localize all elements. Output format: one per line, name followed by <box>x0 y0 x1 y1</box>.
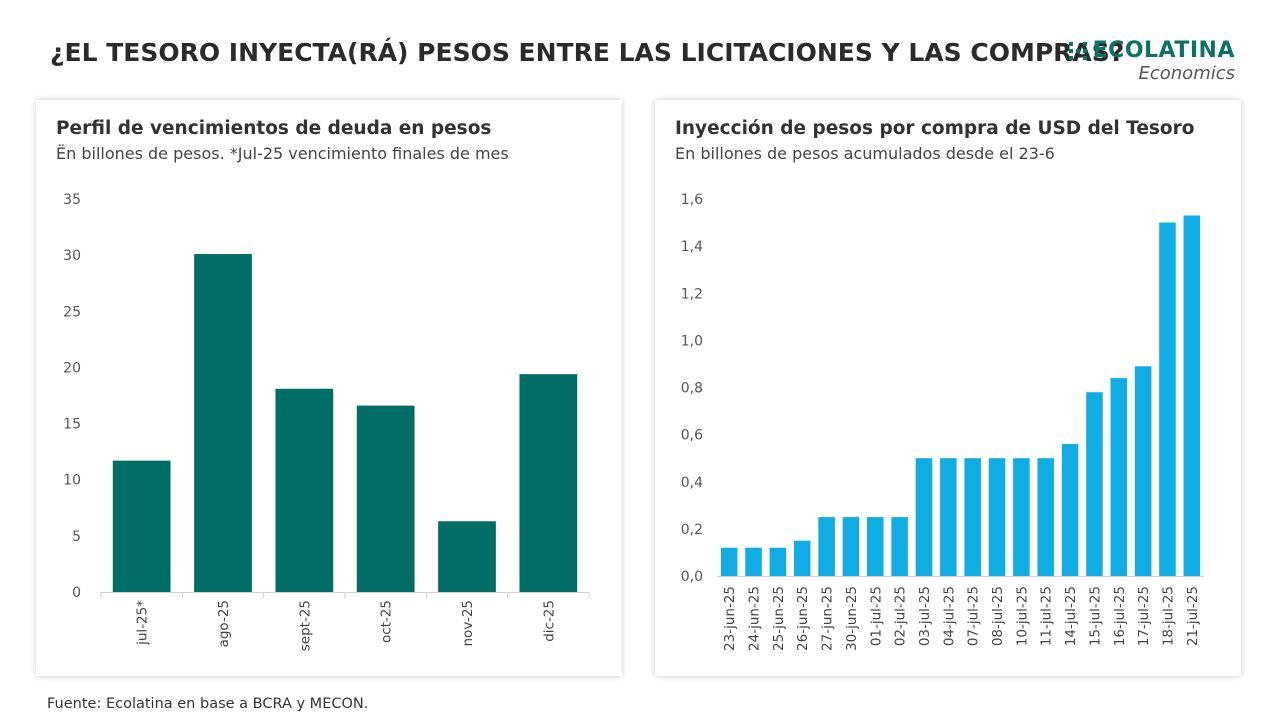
y-tick-label: 1,4 <box>681 239 703 255</box>
bar-nov-25 <box>438 521 496 592</box>
x-tick-label: 07-jul-25 <box>966 586 982 646</box>
x-tick-label: 18-jul-25 <box>1160 586 1176 646</box>
bar-dic-25 <box>519 374 578 592</box>
x-tick-label: 30-jun-25 <box>844 586 860 651</box>
chart-title: Perfil de vencimientos de deuda en pesos <box>56 118 492 139</box>
y-tick-label: 30 <box>63 248 81 264</box>
x-tick-label: 27-jun-25 <box>820 586 836 651</box>
x-tick-label: 25-jun-25 <box>771 586 787 651</box>
bar-26-jun-25 <box>793 540 811 576</box>
y-tick-label: 10 <box>63 473 81 489</box>
y-tick-label: 0,6 <box>681 428 703 444</box>
x-tick-label: 03-jul-25 <box>917 586 933 646</box>
source-note: Fuente: Ecolatina en base a BCRA y MECON… <box>47 696 369 712</box>
bar-02-jul-25 <box>891 517 908 576</box>
chart-title: Inyección de pesos por compra de USD del… <box>675 118 1195 139</box>
x-tick-label: jul-25* <box>135 600 151 646</box>
x-tick-label: 17-jul-25 <box>1136 586 1152 646</box>
x-tick-label: 15-jul-25 <box>1087 586 1103 646</box>
logo-grid-icon <box>1068 41 1087 60</box>
y-tick-label: 20 <box>63 360 81 376</box>
bar-08-jul-25 <box>988 458 1006 576</box>
y-tick-label: 0,4 <box>681 475 703 491</box>
bar-10-jul-25 <box>1013 458 1030 576</box>
bar-23-jun-25 <box>720 547 738 576</box>
bar-18-jul-25 <box>1159 222 1176 576</box>
x-tick-label: 16-jul-25 <box>1112 586 1128 646</box>
logo-subtitle: Economics <box>1138 63 1235 84</box>
y-tick-label: 0,0 <box>681 569 703 585</box>
maturities-bar-chart: 0 5 10 15 20 25 30 35 jul-25* ago-25 sept-25 oct-25… <box>63 192 590 651</box>
bar-15-jul-25 <box>1086 392 1103 576</box>
x-tick-label: 08-jul-25 <box>990 586 1006 646</box>
y-tick-label: 25 <box>63 304 81 320</box>
x-tick-label: 21-jul-25 <box>1185 586 1201 646</box>
y-tick-label: 15 <box>63 417 81 433</box>
bar-14-jul-25 <box>1061 444 1079 576</box>
x-tick-label: 10-jul-25 <box>1014 586 1030 646</box>
bar-30-jun-25 <box>842 517 860 576</box>
x-tick-label: 24-jun-25 <box>747 586 763 651</box>
y-tick-label: 1,0 <box>681 333 703 349</box>
bar-27-jun-25 <box>818 517 835 576</box>
x-tick-label: 01-jul-25 <box>868 586 884 646</box>
x-tick-label: dic-25 <box>541 600 557 642</box>
bar-04-jul-25 <box>940 458 957 576</box>
chart-panel-maturities: Perfil de vencimientos de deuda en pesos… <box>36 100 622 676</box>
x-tick-label: ago-25 <box>216 600 232 647</box>
x-tick-label: 14-jul-25 <box>1063 586 1079 646</box>
x-tick-label: nov-25 <box>460 600 476 647</box>
bar-01-jul-25 <box>866 517 884 576</box>
bar-16-jul-25 <box>1110 378 1128 576</box>
page-title: ¿EL TESORO INYECTA(RÁ) PESOS ENTRE LAS L… <box>50 38 1125 67</box>
x-tick-label: 23-jun-25 <box>722 586 738 651</box>
chart-panel-injection: Inyección de pesos por compra de USD del… <box>655 100 1241 676</box>
y-tick-label: 0 <box>72 585 81 601</box>
logo-name: ECOLATINA <box>1092 38 1235 63</box>
brand-logo: ECOLATINA Economics <box>1068 38 1235 84</box>
bar-25-jun-25 <box>769 547 787 576</box>
chart-subtitle: En billones de pesos acumulados desde el… <box>675 144 1055 163</box>
bar-07-jul-25 <box>964 458 981 576</box>
y-tick-label: 0,8 <box>681 381 703 397</box>
y-tick-label: 35 <box>63 192 81 208</box>
x-tick-label: 02-jul-25 <box>893 586 909 646</box>
y-tick-label: 1,2 <box>681 286 703 302</box>
x-tick-label: sept-25 <box>297 600 313 651</box>
bar-oct-25 <box>356 405 415 592</box>
bar-jul-25 <box>112 460 171 592</box>
x-tick-label: 26-jun-25 <box>795 586 811 651</box>
y-tick-label: 0,2 <box>681 522 703 538</box>
bar-11-jul-25 <box>1037 458 1055 576</box>
x-tick-label: oct-25 <box>379 600 395 643</box>
x-tick-label: 11-jul-25 <box>1039 586 1055 646</box>
bar-sept-25 <box>275 388 334 592</box>
bar-17-jul-25 <box>1134 366 1152 576</box>
bar-21-jul-25 <box>1183 215 1201 576</box>
y-tick-label: 5 <box>72 529 81 545</box>
bar-03-jul-25 <box>915 458 933 576</box>
injection-bar-chart: 0,0 0,2 0,4 0,6 0,8 1,0 1,2 1,4 1,6 23-jun-25 24-j… <box>681 192 1204 651</box>
y-tick-label: 1,6 <box>681 192 703 208</box>
chart-subtitle: Ën billones de pesos. *Jul-25 vencimient… <box>56 144 509 163</box>
bar-24-jun-25 <box>745 547 762 576</box>
x-tick-label: 04-jul-25 <box>941 586 957 646</box>
bar-ago-25 <box>194 254 252 592</box>
